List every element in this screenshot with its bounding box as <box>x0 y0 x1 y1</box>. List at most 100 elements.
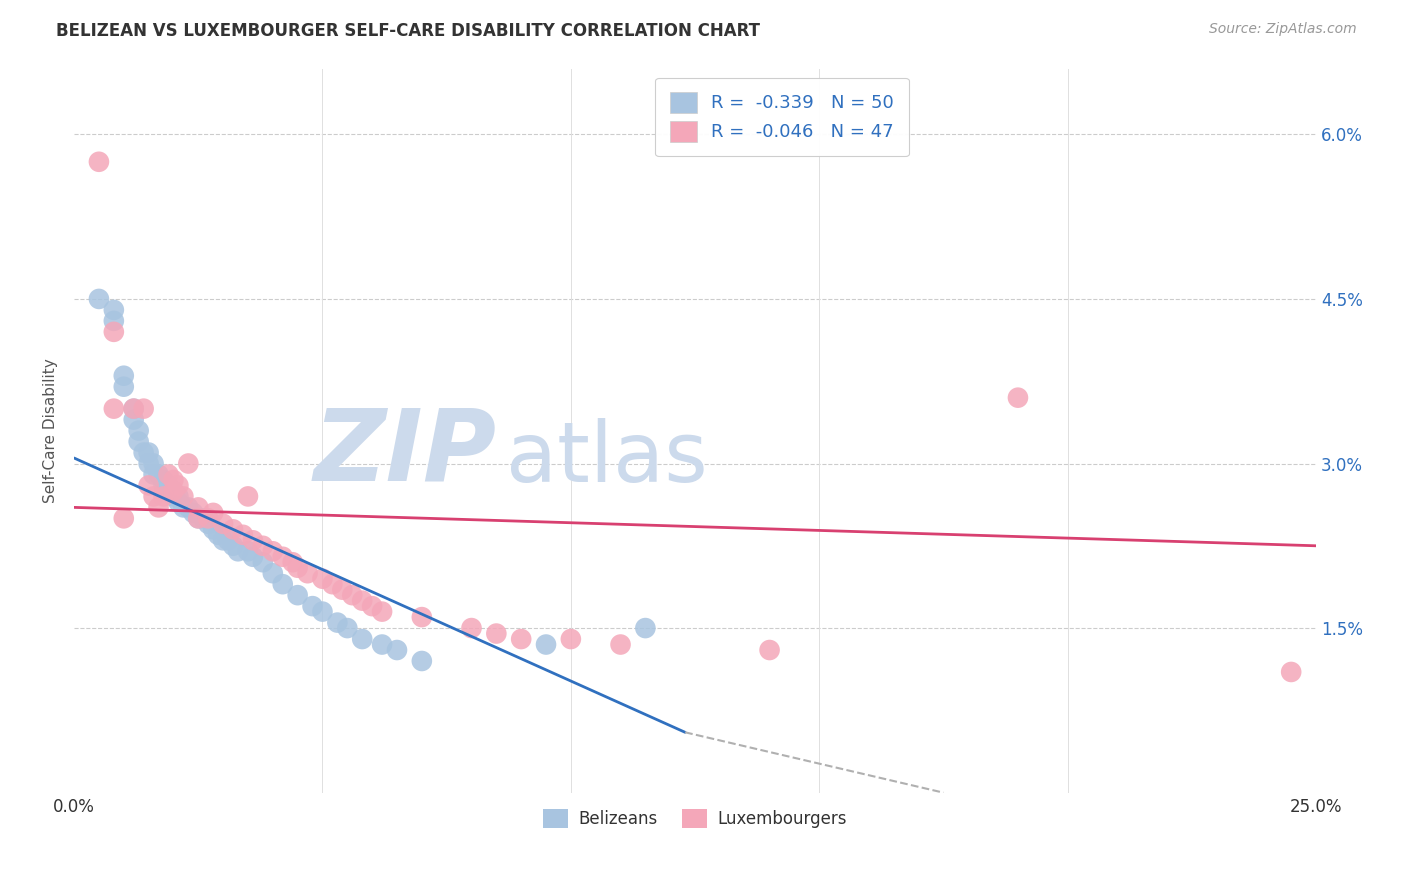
Point <box>330 582 353 597</box>
Point <box>142 457 165 471</box>
Point <box>1007 391 1029 405</box>
Point <box>236 544 259 558</box>
Legend: Belizeans, Luxembourgers: Belizeans, Luxembourgers <box>537 803 853 835</box>
Text: Source: ZipAtlas.com: Source: ZipAtlas.com <box>1209 22 1357 37</box>
Point <box>112 380 135 394</box>
Point <box>226 544 249 558</box>
Point <box>297 566 319 581</box>
Point <box>510 632 533 646</box>
Point <box>252 555 274 569</box>
Point <box>103 314 125 328</box>
Point <box>311 572 333 586</box>
Point <box>361 599 384 614</box>
Point <box>152 490 174 504</box>
Point <box>128 424 150 438</box>
Point <box>212 516 235 531</box>
Point <box>122 401 145 416</box>
Point <box>202 506 225 520</box>
Point <box>142 467 165 482</box>
Point <box>287 560 309 574</box>
Point <box>222 539 245 553</box>
Point <box>758 643 780 657</box>
Point <box>342 588 364 602</box>
Point <box>385 643 408 657</box>
Text: ZIP: ZIP <box>314 404 496 501</box>
Point <box>326 615 349 630</box>
Point <box>193 511 215 525</box>
Point <box>609 638 631 652</box>
Point <box>112 511 135 525</box>
Point <box>187 500 209 515</box>
Point <box>162 490 184 504</box>
Point <box>371 605 394 619</box>
Point <box>157 478 180 492</box>
Point <box>222 522 245 536</box>
Point <box>148 467 170 482</box>
Point <box>352 593 374 607</box>
Point <box>162 483 184 498</box>
Point <box>560 632 582 646</box>
Point <box>103 401 125 416</box>
Point <box>122 412 145 426</box>
Point <box>152 473 174 487</box>
Point <box>311 605 333 619</box>
Text: atlas: atlas <box>506 417 709 499</box>
Point <box>411 654 433 668</box>
Point <box>1279 665 1302 679</box>
Point <box>207 528 229 542</box>
Point <box>103 325 125 339</box>
Point <box>167 490 190 504</box>
Point <box>122 401 145 416</box>
Point <box>181 506 204 520</box>
Point <box>262 544 284 558</box>
Text: BELIZEAN VS LUXEMBOURGER SELF-CARE DISABILITY CORRELATION CHART: BELIZEAN VS LUXEMBOURGER SELF-CARE DISAB… <box>56 22 761 40</box>
Point <box>252 539 274 553</box>
Point <box>460 621 482 635</box>
Point <box>87 292 110 306</box>
Point <box>301 599 323 614</box>
Point <box>271 577 294 591</box>
Point <box>371 638 394 652</box>
Point <box>485 626 508 640</box>
Point <box>172 500 194 515</box>
Point <box>287 588 309 602</box>
Point <box>534 638 557 652</box>
Point <box>262 566 284 581</box>
Point <box>87 154 110 169</box>
Point <box>187 511 209 525</box>
Point <box>148 500 170 515</box>
Point <box>411 610 433 624</box>
Point <box>217 533 239 548</box>
Point <box>112 368 135 383</box>
Point <box>132 445 155 459</box>
Point <box>202 522 225 536</box>
Point <box>157 467 180 482</box>
Point <box>138 445 160 459</box>
Point <box>352 632 374 646</box>
Point <box>177 500 200 515</box>
Point <box>167 478 190 492</box>
Point <box>152 478 174 492</box>
Point <box>242 549 264 564</box>
Point <box>281 555 304 569</box>
Point <box>167 495 190 509</box>
Point <box>132 401 155 416</box>
Point <box>271 549 294 564</box>
Point <box>162 473 184 487</box>
Point <box>197 511 219 525</box>
Point <box>172 490 194 504</box>
Point <box>242 533 264 548</box>
Point <box>321 577 343 591</box>
Point <box>128 434 150 449</box>
Point <box>138 478 160 492</box>
Point <box>162 483 184 498</box>
Point <box>236 490 259 504</box>
Point <box>177 457 200 471</box>
Point <box>634 621 657 635</box>
Point <box>187 511 209 525</box>
Point <box>212 533 235 548</box>
Point <box>103 302 125 317</box>
Point <box>232 528 254 542</box>
Y-axis label: Self-Care Disability: Self-Care Disability <box>44 359 58 503</box>
Point <box>142 490 165 504</box>
